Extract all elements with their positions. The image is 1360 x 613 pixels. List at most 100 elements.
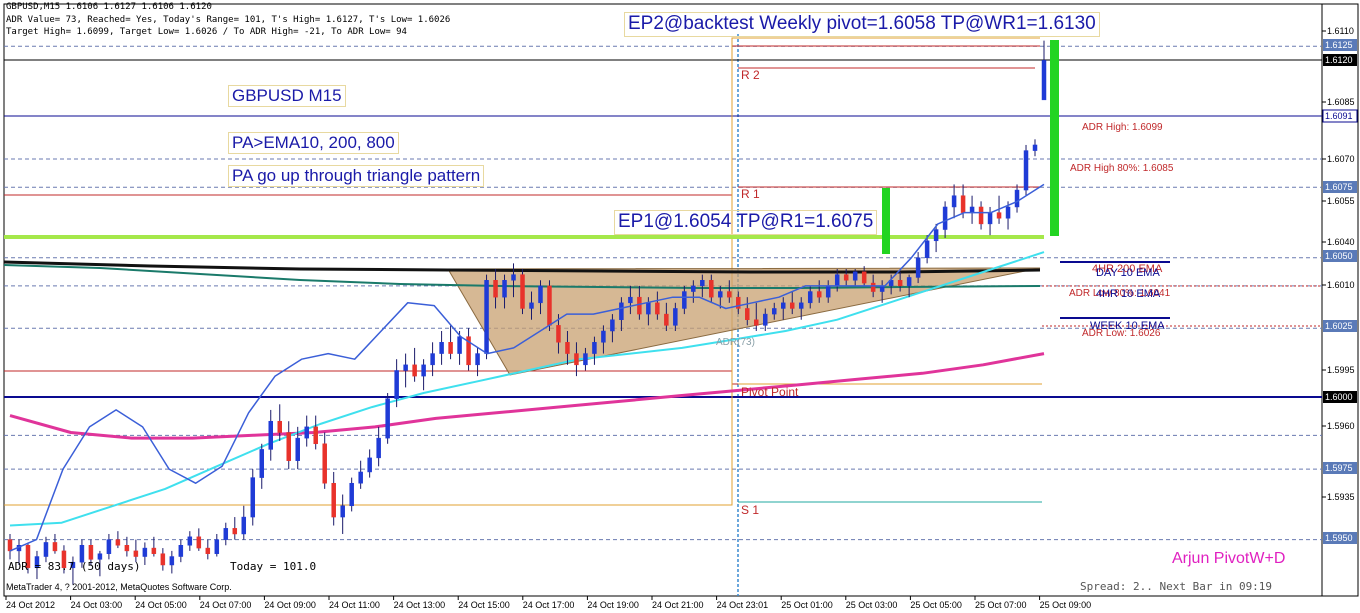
header-symbol-line: GBPUSD,M15 1.6106 1.6127 1.6106 1.6120 [6,2,212,12]
candle-body [367,457,372,473]
price-tag-box [1323,532,1357,544]
candle-body [7,539,13,552]
ema800-line [9,352,1045,440]
candle-body [691,285,696,292]
price-tag-box [1323,54,1357,66]
candle-body [798,302,804,309]
candle-body [484,280,489,354]
price-tag: 1.5950 [1325,533,1353,543]
candle-body [475,353,480,366]
candle-body [448,342,453,354]
x-tick-label: 24 Oct 15:00 [458,600,510,610]
candle-body [232,528,238,535]
candle-body [861,271,867,284]
candle-body [430,353,435,366]
candle-body [151,547,157,554]
adr-indicator-label: ADR(73) [716,337,755,348]
annotation-ema[interactable]: PA>EMA10, 200, 800 [228,132,399,155]
candle-body [781,302,786,309]
x-tick-label: 24 Oct 19:00 [587,600,639,610]
price-tag: 1.6075 [1325,182,1353,192]
annotation-ep2[interactable]: EP2@backtest Weekly pivot=1.6058 TP@WR1=… [624,12,1100,37]
candle-body [574,353,579,366]
x-tick-label: 24 Oct 03:00 [71,600,123,610]
candle-body [942,206,948,230]
x-tick-label: 24 Oct 2012 [6,600,55,610]
candle-body [376,437,381,459]
level-label: ADR High: 1.6099 [1082,122,1163,133]
candle-body [1005,206,1011,219]
candle-body [646,302,651,315]
ema-label: 4HR 10 EMA [1096,288,1161,300]
candle-body [169,556,175,566]
candle-body [313,426,318,445]
candle-body [412,364,417,377]
candle-body [70,561,76,569]
candle-body [34,556,40,569]
candle-body [142,547,148,557]
y-tick-label: 1.6040 [1327,237,1355,247]
annotation-title[interactable]: GBPUSD M15 [228,85,346,108]
y-tick-label: 1.5935 [1327,492,1355,502]
candle-body [511,274,516,281]
x-tick-label: 24 Oct 07:00 [200,600,252,610]
level-label: Pivot Point [741,385,799,399]
candle-body [403,364,408,371]
x-tick-label: 25 Oct 07:00 [975,600,1027,610]
x-tick-label: 24 Oct 17:00 [523,600,575,610]
candle-body [106,539,112,554]
candle-body [214,539,220,554]
candle-body [664,313,669,326]
candle-body [969,206,975,213]
candle-body [43,542,49,557]
candle-body [259,449,265,478]
candle-body [268,420,273,450]
teal-ma-line [3,264,1041,289]
candle-body [466,336,471,366]
x-tick-label: 25 Oct 09:00 [1040,600,1092,610]
candle-body [394,370,399,399]
price-tag-box [1322,109,1358,123]
brand-label: Arjun PivotW+D [1172,550,1286,567]
candle-body [763,313,768,326]
y-tick-label: 1.6055 [1327,196,1355,206]
candle-body [295,437,300,461]
header-adr-line: ADR Value= 73, Reached= Yes, Today's Ran… [6,15,451,25]
candle-body [772,308,777,315]
candle-body [870,282,876,292]
price-tag: 1.6050 [1325,251,1353,261]
level-label: S 1 [741,503,759,517]
candle-body [79,545,85,563]
price-tag: 1.5975 [1325,463,1353,473]
candle-body [286,432,291,461]
ema10-line [9,183,1045,552]
candle-body [960,195,966,213]
candle-body [520,274,525,309]
candle-body [223,528,229,540]
candle-body [556,325,561,343]
candle-body [736,296,741,309]
candle-body [358,471,363,484]
candle-body [52,542,58,552]
annotation-ep1[interactable]: EP1@1.6054 TP@R1=1.6075 [614,210,878,235]
level-label: ADR Low 80%: 1.6041 [1069,288,1171,299]
candle-body [331,482,336,518]
candle-body [924,240,930,258]
annotation-pattern[interactable]: PA go up through triangle pattern [228,165,485,188]
x-tick-label: 24 Oct 23:01 [717,600,769,610]
x-tick-label: 25 Oct 05:00 [910,600,962,610]
candle-body [879,285,885,292]
candle-body [187,536,193,546]
candle-body [655,302,660,315]
level-label: R 1 [741,187,760,201]
candle-body [322,443,327,484]
candle-body [807,291,813,304]
x-tick-label: 25 Oct 01:00 [781,600,833,610]
price-tag: 1.6125 [1325,40,1353,50]
candle-body [277,420,282,433]
candle-body [682,291,687,309]
candle-body [745,308,750,320]
candle-body [205,547,211,554]
